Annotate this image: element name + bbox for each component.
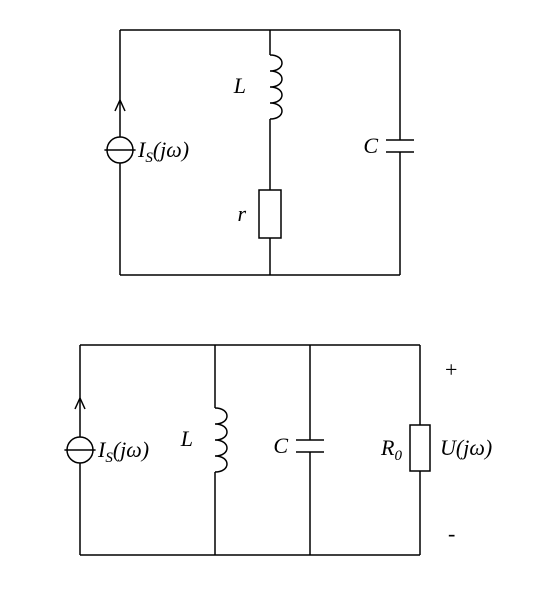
capacitor-label: C <box>273 433 288 458</box>
inductor-label: L <box>233 73 246 98</box>
circuit-1: IS(jω) Lr C <box>104 30 414 275</box>
resistor-label: R0 <box>380 435 402 464</box>
inductor-label: L <box>180 426 193 451</box>
minus-terminal: - <box>448 521 455 546</box>
plus-terminal: + <box>445 357 457 382</box>
source-label: IS(jω) <box>97 437 149 466</box>
resistor-label: r <box>237 201 246 226</box>
voltage-label: U(jω) <box>440 435 492 460</box>
circuit-2: IS(jω) L C R0 U(jω) + - <box>64 345 492 555</box>
capacitor-label: C <box>363 133 378 158</box>
source-label: IS(jω) <box>137 137 189 166</box>
